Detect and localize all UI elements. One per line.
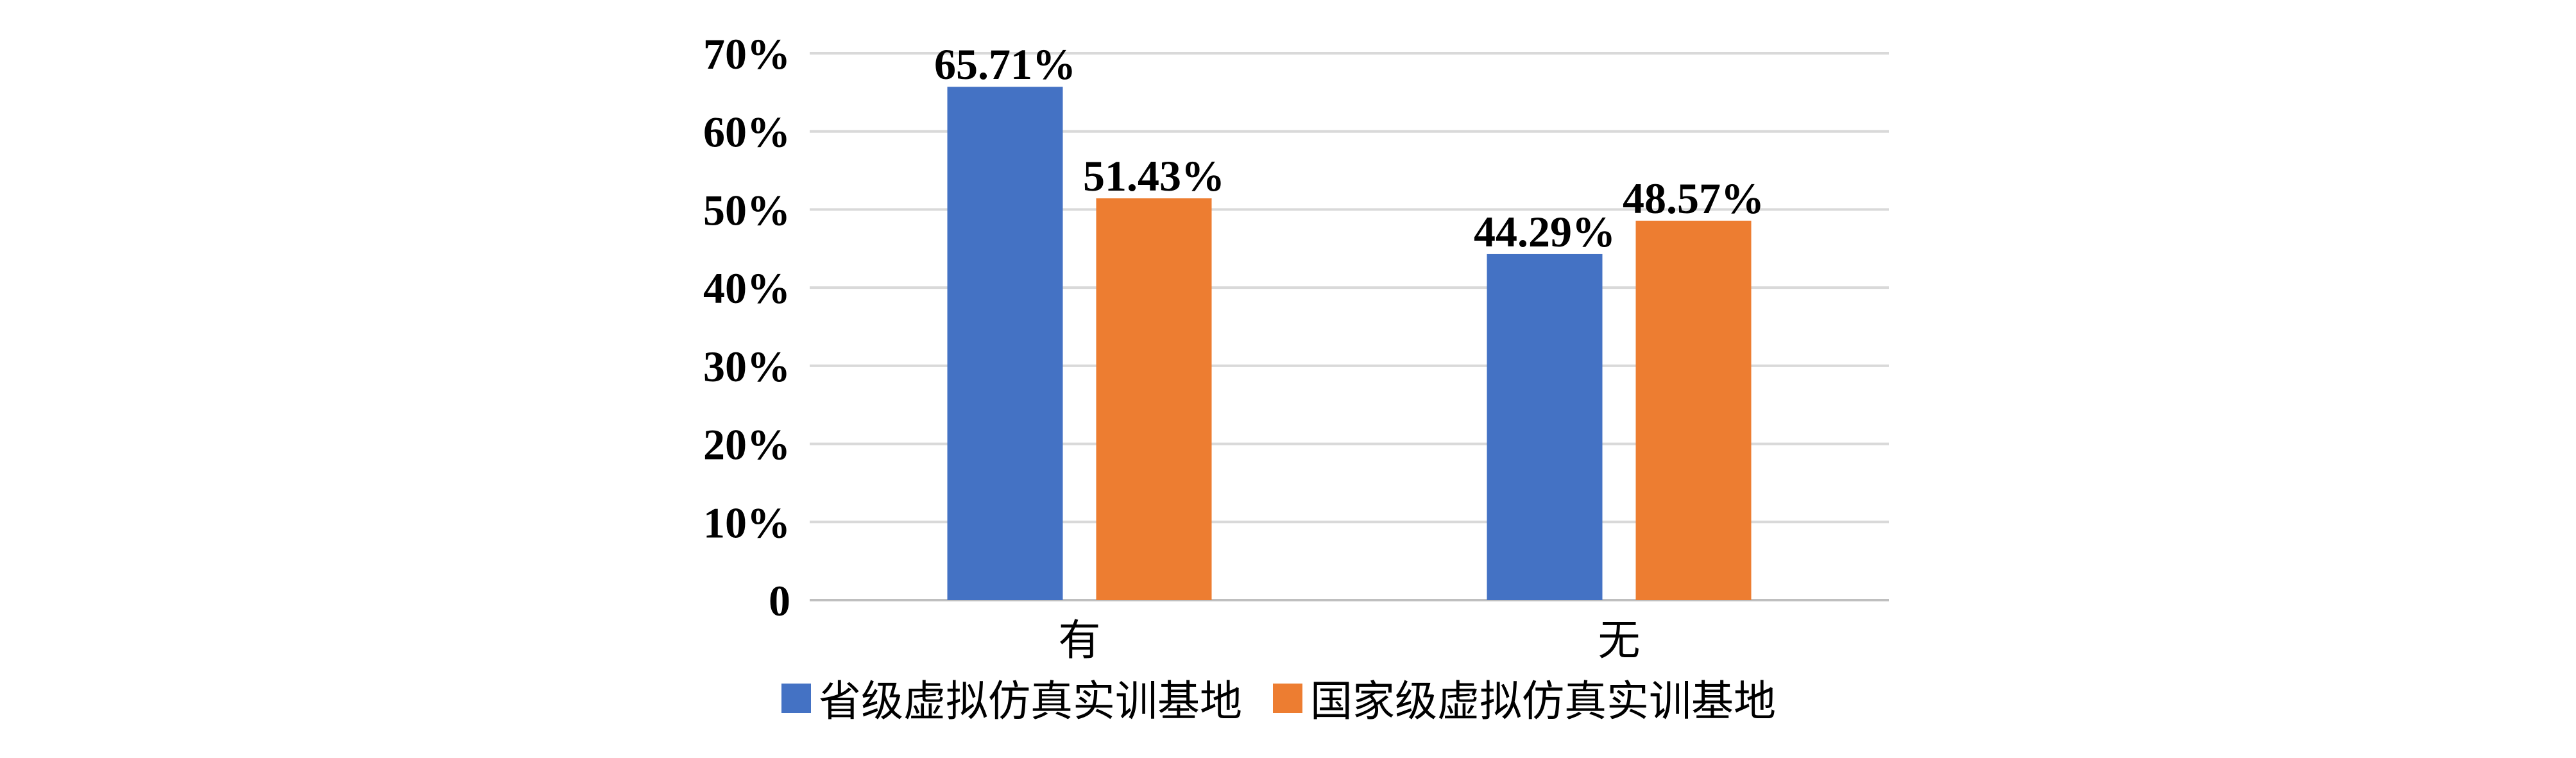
category-label: 无 [1598,616,1641,665]
bar-provincial-1 [1487,254,1603,600]
data-label: 65.71% [934,40,1076,89]
y-tick-label: 60% [703,108,790,157]
bar-national-1 [1635,220,1752,600]
data-label: 51.43% [1083,151,1225,200]
y-tick-label: 50% [703,185,790,234]
legend-label: 省级虚拟仿真实训基地 [819,676,1242,726]
data-labels: 65.71% 51.43% 44.29%48.57% [934,40,1764,256]
y-tick-label: 20% [703,420,790,469]
x-axis-categories: 有无 [1059,616,1641,665]
bar-provincial-0 [947,87,1063,600]
legend: 省级虚拟仿真实训基地 国家级虚拟仿真实训基地 [781,676,1776,726]
y-tick-label: 10% [703,498,790,547]
data-label: 48.57% [1623,174,1764,223]
bar-national-0 [1096,198,1212,600]
bars [947,87,1752,600]
y-tick-label: 40% [703,264,790,313]
y-tick-label: 70% [703,30,790,78]
y-tick-label: 30% [703,342,790,391]
legend-label: 国家级虚拟仿真实训基地 [1310,676,1776,726]
legend-swatch [781,684,811,713]
y-axis-ticks: 0 10% 20% 30% 40% 50% 60% 70% [703,30,790,625]
category-label: 有 [1059,616,1101,665]
data-label: 44.29% [1474,207,1616,256]
legend-swatch [1273,684,1302,713]
y-tick-label: 0 [769,576,790,625]
